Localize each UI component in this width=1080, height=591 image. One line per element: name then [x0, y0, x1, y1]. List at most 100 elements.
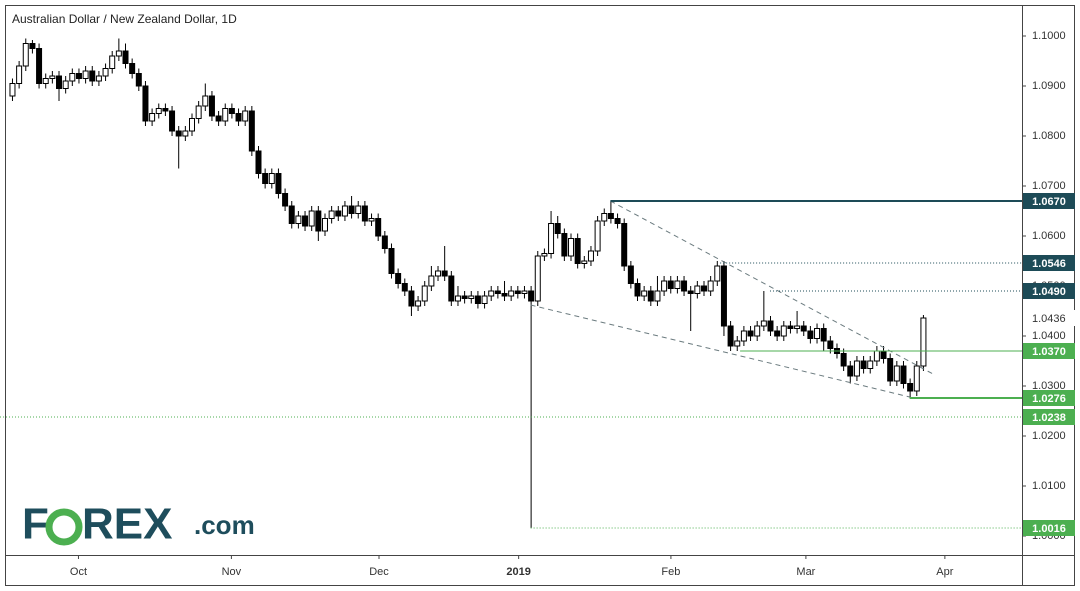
- candle-body: [840, 353, 847, 367]
- candle-body: [814, 328, 821, 339]
- candle-body: [641, 290, 648, 297]
- candle-body: [528, 290, 535, 302]
- candle-body: [42, 78, 49, 84]
- candle-body: [368, 218, 375, 222]
- candle-body: [182, 130, 189, 137]
- y-tick-label: 1.0200: [1032, 430, 1066, 442]
- candle-body: [335, 210, 342, 217]
- candle-body: [601, 213, 608, 222]
- candle-body: [554, 223, 561, 234]
- trendline: [530, 304, 910, 398]
- logo-ring: [45, 508, 83, 546]
- candle-body: [16, 65, 23, 84]
- level-label-box: [1023, 283, 1075, 299]
- candle-body: [760, 320, 767, 327]
- candle-body: [860, 360, 867, 369]
- candle-body: [428, 275, 435, 287]
- candle-body: [521, 290, 528, 294]
- candle-body: [395, 273, 402, 284]
- candle-body: [907, 383, 914, 392]
- candle-body: [288, 205, 295, 224]
- candle-body: [448, 275, 455, 302]
- candle-body: [242, 110, 249, 122]
- candle-body: [454, 295, 461, 302]
- candle-body: [548, 223, 555, 254]
- candle-body: [115, 50, 122, 57]
- candle-body: [900, 365, 907, 384]
- candle-body: [268, 173, 275, 184]
- candle-body: [29, 43, 36, 49]
- y-tick-label: 1.1000: [1032, 30, 1066, 42]
- candle-body: [388, 248, 395, 274]
- candle-body: [474, 295, 481, 304]
- candle-body: [634, 283, 641, 297]
- level-label-box: [1023, 193, 1075, 209]
- candle-body: [275, 173, 282, 194]
- candle-body: [800, 325, 807, 332]
- logo: F O REX .com: [22, 500, 255, 549]
- candle-body: [142, 85, 149, 122]
- level-label: 1.0238: [1032, 412, 1066, 424]
- candle-body: [435, 270, 442, 277]
- candle-body: [62, 80, 69, 89]
- candle-body: [740, 330, 747, 342]
- logo-text: REX: [82, 500, 172, 549]
- candle-body: [235, 113, 242, 122]
- candle-body: [621, 223, 628, 267]
- level-label-box: [1023, 255, 1075, 271]
- candle-body: [22, 43, 29, 67]
- x-tick-label: 2019: [506, 566, 530, 578]
- candle-body: [75, 73, 82, 79]
- candle-body: [727, 325, 734, 347]
- y-tick-label: 1.0700: [1032, 180, 1066, 192]
- y-tick-label: 1.0800: [1032, 130, 1066, 142]
- candle-body: [149, 113, 156, 122]
- x-tick-label: Nov: [222, 566, 242, 578]
- candle-body: [408, 290, 415, 307]
- candle-body: [461, 295, 468, 299]
- candle-body: [361, 205, 368, 222]
- candle-body: [69, 73, 76, 82]
- candle-body: [694, 285, 701, 294]
- candle-body: [774, 330, 781, 337]
- candle-body: [514, 290, 521, 294]
- candle-body: [321, 218, 328, 232]
- candle-body: [700, 285, 707, 292]
- candle-body: [707, 280, 714, 292]
- last-price-label: 1.0436: [1032, 313, 1066, 325]
- candle-body: [195, 105, 202, 119]
- candle-body: [594, 220, 601, 252]
- candle-body: [222, 108, 229, 122]
- candle-body: [381, 235, 388, 249]
- candle-body: [654, 290, 661, 302]
- candle-body: [674, 280, 681, 289]
- candle-body: [627, 265, 634, 284]
- candle-body: [787, 325, 794, 329]
- candle-body: [754, 325, 761, 337]
- candle-body: [328, 210, 335, 219]
- candle-body: [920, 317, 927, 367]
- x-tick-label: Apr: [936, 566, 953, 578]
- candle-body: [734, 340, 741, 347]
- candle-body: [687, 290, 694, 294]
- candle-body: [355, 205, 362, 214]
- candle-body: [89, 70, 96, 82]
- candle-body: [767, 320, 774, 332]
- last-price-box: [1023, 310, 1075, 326]
- candle-body: [541, 253, 548, 257]
- candle-body: [827, 340, 834, 349]
- level-label: 1.0670: [1032, 196, 1066, 208]
- level-label: 1.0490: [1032, 286, 1066, 298]
- candle-body: [49, 75, 56, 79]
- level-label: 1.0016: [1032, 523, 1066, 535]
- candle-body: [534, 255, 541, 302]
- trendline: [610, 200, 936, 376]
- candle-body: [175, 130, 182, 137]
- candle-body: [747, 330, 754, 337]
- x-tick-label: Feb: [661, 566, 680, 578]
- candle-body: [581, 260, 588, 264]
- y-tick-label: 1.0100: [1032, 480, 1066, 492]
- candle-body: [169, 110, 176, 132]
- candle-body: [647, 290, 654, 302]
- candle-body: [282, 193, 289, 207]
